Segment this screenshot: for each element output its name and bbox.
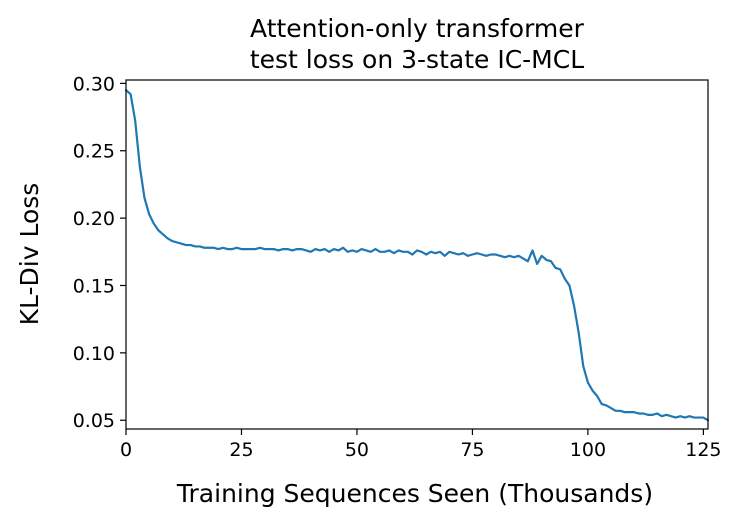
x-tick-label: 25 xyxy=(229,439,253,461)
plot-frame xyxy=(125,79,709,430)
plot-area: 0 25 50 75 100 125 0.05 0.10 0.15 0.20 0.25 0.30 xyxy=(73,73,722,461)
y-tick-label: 0.30 xyxy=(73,73,115,95)
y-tick-label: 0.20 xyxy=(73,208,115,230)
x-tick-label: 75 xyxy=(460,439,484,461)
y-tick-label: 0.10 xyxy=(73,343,115,365)
x-tick-label: 100 xyxy=(570,439,606,461)
y-tick-label: 0.15 xyxy=(73,275,115,297)
x-axis-label: Training Sequences Seen (Thousands) xyxy=(176,479,653,508)
y-axis-label: KL-Div Loss xyxy=(15,183,44,326)
x-tick-label: 125 xyxy=(685,439,721,461)
loss-series-line xyxy=(124,89,710,422)
x-tick-label: 0 xyxy=(120,439,132,461)
x-tick-label: 50 xyxy=(345,439,369,461)
chart-title-line-1: Attention-only transformer xyxy=(250,14,585,43)
y-tick-label: 0.05 xyxy=(73,410,115,432)
y-tick-label: 0.25 xyxy=(73,141,115,163)
chart-title-line-2: test loss on 3-state IC-MCL xyxy=(250,45,584,74)
